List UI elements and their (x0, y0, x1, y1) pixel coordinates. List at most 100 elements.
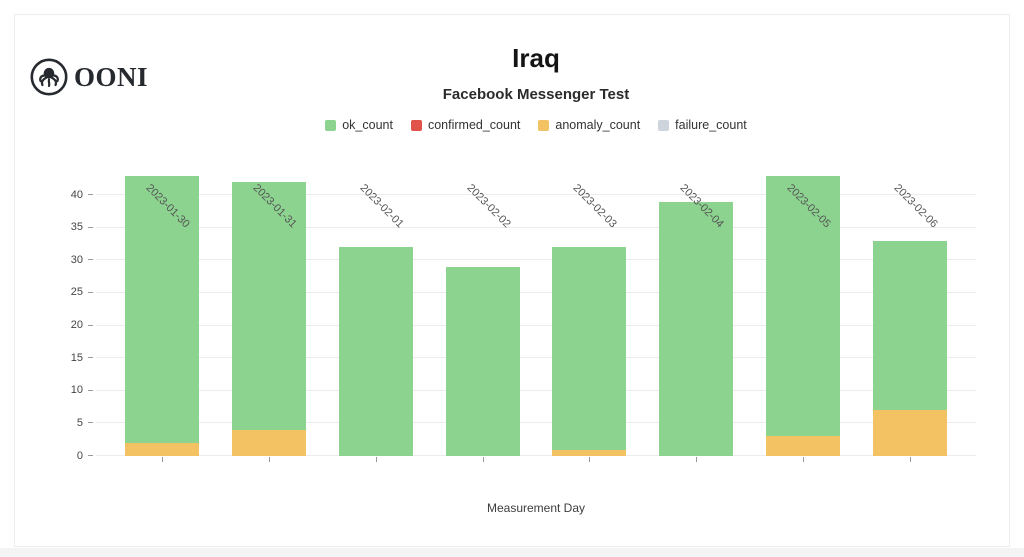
x-tick (482, 457, 484, 462)
bar-segment-anomaly_count[interactable] (765, 436, 840, 456)
y-tick-label: 30 (70, 253, 83, 266)
chart-card: OONI Iraq Facebook Messenger Test ok_cou… (14, 14, 1010, 547)
x-tick-label-wrap: 2023-02-03 (571, 178, 635, 230)
legend-item-confirmed_count[interactable]: confirmed_count (410, 118, 521, 132)
bar-2023-02-01[interactable] (338, 247, 413, 456)
legend-swatch-anomaly_count (538, 119, 550, 131)
bar-2023-02-05[interactable] (765, 175, 840, 456)
y-tick (88, 389, 93, 391)
y-tick-label: 25 (70, 286, 83, 299)
x-tick (589, 457, 591, 462)
x-tick-label-wrap: 2023-02-02 (464, 178, 529, 230)
bar-segment-ok_count[interactable] (765, 175, 840, 437)
legend: ok_count confirmed_count anomaly_count fail… (96, 118, 976, 132)
legend-swatch-confirmed_count (410, 119, 422, 131)
y-tick-label: 15 (70, 351, 83, 364)
legend-item-ok_count[interactable]: ok_count (325, 118, 393, 132)
bar-band-2023-02-01: 2023-02-01 (323, 169, 430, 462)
x-tick-label-wrap: 2023-02-06 (891, 178, 956, 230)
bar-segment-anomaly_count[interactable] (552, 449, 627, 456)
chart-title: Iraq (512, 43, 560, 73)
legend-label: ok_count (342, 118, 393, 132)
bar-2023-01-31[interactable] (232, 182, 307, 456)
gridline-35 (96, 226, 976, 228)
gridline-5 (96, 422, 976, 424)
bar-band-2023-02-03: 2023-02-03 (536, 169, 643, 462)
bar-2023-02-06[interactable] (872, 240, 947, 456)
bar-segment-anomaly_count[interactable] (872, 410, 947, 456)
x-tick (696, 457, 698, 462)
x-tick (909, 457, 911, 462)
bar-2023-01-30[interactable] (125, 175, 200, 456)
bottom-strip (0, 548, 1024, 557)
y-tick-label: 0 (76, 449, 83, 462)
x-tick (269, 457, 271, 462)
gridline-40 (96, 194, 976, 196)
bars-layer: 2023-01-30 2023-01-31 2023-02-01 2023-02-02… (96, 169, 976, 462)
ooni-octopus-icon (30, 58, 68, 96)
bar-band-2023-02-06: 2023-02-06 (856, 169, 963, 462)
bar-segment-ok_count[interactable] (232, 182, 307, 430)
x-tick-label: 2023-02-03 (570, 182, 620, 231)
bar-segment-ok_count[interactable] (445, 266, 520, 456)
bar-segment-anomaly_count[interactable] (232, 429, 307, 456)
bar-band-2023-02-04: 2023-02-04 (643, 169, 750, 462)
bar-2023-02-04[interactable] (659, 201, 734, 456)
gridline-25 (96, 291, 976, 293)
y-tick-label: 40 (70, 188, 83, 201)
bar-band-2023-01-30: 2023-01-30 (109, 169, 216, 462)
y-tick-label: 35 (70, 221, 83, 234)
x-tick (162, 457, 164, 462)
ooni-logo: OONI (29, 57, 148, 97)
x-tick-label-wrap: 2023-02-01 (357, 178, 422, 230)
x-tick-label-wrap: 2023-02-04 (678, 178, 742, 230)
y-tick-label: 5 (76, 416, 83, 429)
y-tick (88, 259, 93, 261)
x-tick (802, 457, 804, 462)
bar-segment-ok_count[interactable] (125, 175, 200, 443)
bar-band-2023-02-05: 2023-02-05 (750, 169, 857, 462)
gridline-15 (96, 357, 976, 359)
bar-2023-02-03[interactable] (552, 247, 627, 456)
y-tick (88, 324, 93, 326)
legend-label: confirmed_count (427, 118, 521, 132)
bar-segment-ok_count[interactable] (872, 240, 947, 411)
chart-header: Iraq Facebook Messenger Test ok_count con… (96, 43, 976, 132)
gridline-30 (96, 259, 976, 261)
x-tick-label: 2023-02-06 (891, 182, 940, 231)
gridline-10 (96, 389, 976, 391)
bar-segment-anomaly_count[interactable] (125, 443, 200, 456)
x-tick-label-wrap: 2023-01-31 (251, 178, 315, 230)
bar-2023-02-02[interactable] (445, 266, 520, 456)
legend-swatch-ok_count (325, 119, 337, 131)
y-tick (88, 357, 93, 359)
gridline-0 (96, 455, 976, 456)
y-tick-label: 20 (70, 319, 83, 332)
legend-item-failure_count[interactable]: failure_count (658, 118, 747, 132)
x-tick-label-wrap: 2023-01-30 (144, 178, 208, 230)
legend-label: failure_count (675, 118, 747, 132)
y-tick (88, 226, 93, 228)
legend-item-anomaly_count[interactable]: anomaly_count (538, 118, 640, 132)
chart-subtitle: Facebook Messenger Test (442, 86, 630, 103)
bar-band-2023-01-31: 2023-01-31 (216, 169, 323, 462)
ooni-wordmark: OONI (74, 61, 149, 92)
x-axis-title: Measurement Day (486, 501, 586, 515)
bar-segment-ok_count[interactable] (338, 247, 413, 456)
gridline-20 (96, 324, 976, 326)
y-tick (88, 194, 93, 196)
legend-label: anomaly_count (555, 118, 641, 132)
bar-band-2023-02-02: 2023-02-02 (429, 169, 536, 462)
bar-segment-ok_count[interactable] (659, 201, 734, 456)
x-tick (375, 457, 377, 462)
plot-area: 0 5 10 15 20 25 30 35 40 2023-01-30 2023-01-31 202… (71, 169, 976, 462)
x-tick-label-wrap: 2023-02-05 (784, 178, 849, 230)
y-tick-label: 10 (70, 384, 83, 397)
y-tick (88, 422, 93, 424)
x-tick-label: 2023-02-01 (357, 182, 406, 231)
bar-segment-ok_count[interactable] (552, 247, 627, 450)
legend-swatch-failure_count (658, 119, 670, 131)
y-tick (88, 455, 93, 456)
x-tick-label: 2023-02-02 (464, 182, 513, 231)
